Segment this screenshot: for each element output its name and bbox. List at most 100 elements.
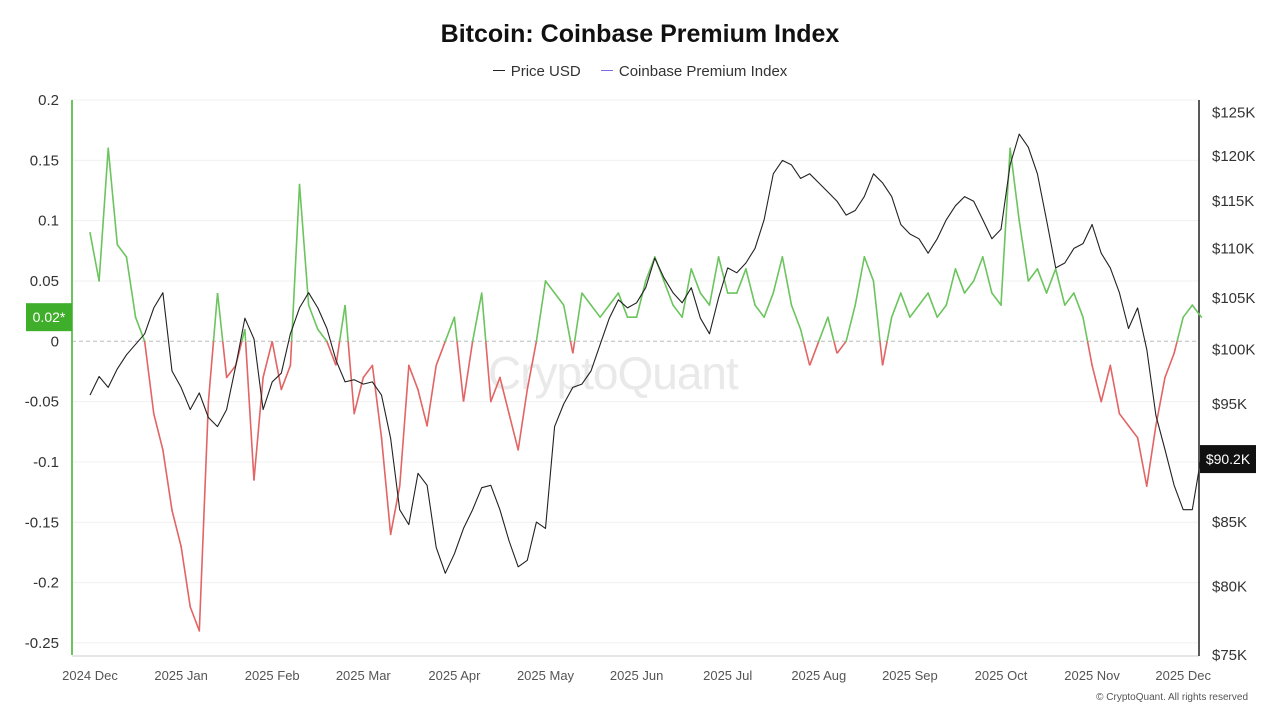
premium-segment [599, 304, 611, 318]
premium-segment [198, 400, 210, 632]
premium-segment [244, 329, 247, 342]
left-tick-label: 0.05 [30, 273, 59, 290]
premium-segment [581, 292, 592, 306]
price-current-label: $90.2K [1206, 451, 1251, 467]
right-tick-label: $125K [1212, 105, 1255, 122]
legend-item-price[interactable]: Price USD [492, 63, 581, 80]
premium-segment [107, 147, 119, 246]
premium-segment [573, 292, 583, 342]
premium-segment [836, 340, 847, 354]
premium-segment [1164, 352, 1175, 379]
copyright-notice: © CryptoQuant. All rights reserved [1096, 692, 1248, 703]
premium-segment [262, 341, 273, 378]
premium-segment [1045, 268, 1057, 294]
left-tick-label: 0.2 [38, 92, 59, 109]
legend-label-price: Price USD [510, 63, 581, 80]
right-tick-label: $85K [1212, 514, 1247, 531]
premium-segment [562, 304, 572, 342]
left-tick-label: 0.1 [38, 213, 59, 230]
x-tick-label: 2025 Nov [1064, 668, 1120, 683]
premium-segment [963, 280, 975, 294]
premium-segment [918, 292, 929, 306]
premium-segment [972, 256, 984, 282]
premium-segment [1118, 412, 1130, 427]
left-tick-label: 0 [51, 333, 59, 350]
x-tick-label: 2025 Jan [154, 668, 208, 683]
premium-segment [879, 341, 884, 366]
premium-segment [690, 268, 702, 294]
premium-segment [1176, 316, 1184, 342]
chart-title: Bitcoin: Coinbase Premium Index [440, 20, 840, 48]
premium-segment [426, 364, 437, 427]
premium-segment [490, 376, 501, 403]
premium-segment [453, 317, 458, 342]
premium-segment [316, 328, 328, 343]
left-tick-label: -0.25 [25, 635, 59, 652]
premium-segment [681, 268, 693, 318]
premium-segment [644, 256, 656, 282]
premium-segment [1182, 304, 1194, 318]
x-tick-label: 2025 Sep [882, 668, 938, 683]
premium-segment [802, 341, 811, 366]
x-tick-label: 2025 Aug [791, 668, 846, 683]
premium-segment [98, 147, 110, 282]
premium-segment [890, 292, 902, 318]
premium-segment [435, 341, 447, 366]
left-tick-label: -0.05 [25, 394, 59, 411]
premium-segment [444, 316, 456, 343]
premium-segment [89, 231, 100, 282]
premium-segment [790, 304, 802, 331]
premium-segment [1109, 364, 1121, 415]
premium-segment [872, 280, 881, 342]
premium-segment [881, 341, 888, 366]
premium-segment [1036, 268, 1048, 294]
premium-segment [1063, 292, 1075, 306]
right-tick-label: $120K [1212, 148, 1255, 165]
premium-segment [1127, 424, 1139, 439]
premium-segment [886, 317, 893, 342]
x-tick-label: 2025 Oct [975, 668, 1028, 683]
premium-segment [338, 304, 346, 342]
premium-segment [945, 268, 957, 306]
premium-segment [708, 256, 720, 306]
premium-segment [772, 256, 784, 294]
premium-current-label: 0.02* [33, 309, 66, 325]
premium-segment [854, 256, 866, 306]
premium-segment [456, 341, 465, 402]
premium-segment [347, 341, 355, 414]
premium-segment [909, 304, 920, 318]
premium-segment [417, 388, 428, 427]
x-tick-label: 2024 Dec [62, 668, 118, 683]
premium-segment [290, 184, 301, 342]
premium-segment [672, 304, 683, 318]
premium-segment [544, 280, 556, 294]
premium-segment [162, 449, 173, 512]
premium-segment [480, 292, 487, 342]
right-tick-label: $95K [1212, 396, 1247, 413]
premium-segment [362, 364, 374, 379]
legend-item-premium[interactable]: Coinbase Premium Index [600, 63, 788, 80]
premium-segment [189, 605, 201, 632]
premium-segment [827, 316, 835, 342]
premium-segment [1191, 304, 1203, 318]
premium-segment [663, 280, 674, 306]
chart-legend: Price USD Coinbase Premium Index [0, 63, 1280, 80]
premium-segment [808, 341, 820, 366]
price-line [89, 133, 1202, 574]
x-tick-label: 2025 Mar [336, 668, 392, 683]
premium-segment [927, 292, 939, 318]
premium-segment [344, 305, 349, 342]
left-tick-label: 0.15 [30, 152, 59, 169]
premium-segment [608, 292, 620, 306]
premium-segment [1091, 364, 1103, 403]
premium-segment [326, 341, 337, 366]
legend-label-premium: Coinbase Premium Index [618, 63, 788, 80]
premium-segment [221, 341, 228, 378]
premium-segment [590, 304, 601, 318]
premium-segment [763, 292, 775, 318]
left-tick-label: -0.15 [25, 514, 59, 531]
premium-segment [717, 256, 729, 294]
premium-segment [212, 292, 219, 342]
premium-segment [954, 268, 966, 294]
premium-segment [1136, 437, 1148, 487]
